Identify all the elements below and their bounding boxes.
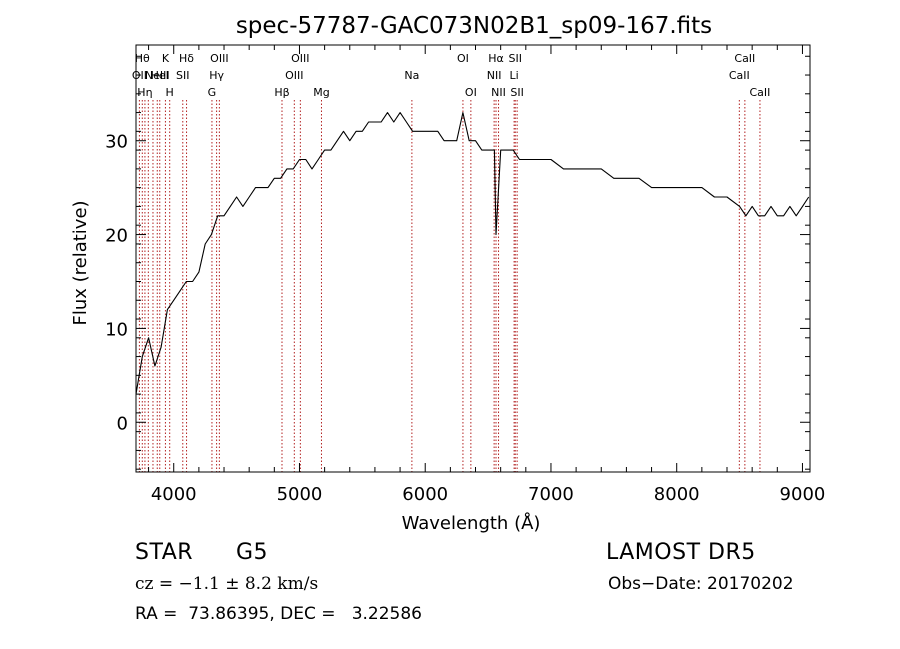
- line-label-22: Hα: [488, 52, 504, 65]
- coordinates: RA = 73.86395, DEC = 3.22586: [135, 604, 422, 624]
- x-tick-label-2: 6000: [402, 484, 448, 505]
- line-label-14: Hβ: [274, 86, 289, 99]
- spectral-line-markers: [138, 100, 761, 472]
- line-label-29: CaII: [749, 86, 770, 99]
- spectrum-line: [135, 112, 810, 395]
- object-subclass: G5: [236, 540, 269, 565]
- spectral-line-labels: OIIHθHηNeIIIHeIKHSIIHδGHγOIIIHβOIIIOIIIM…: [132, 52, 771, 99]
- plot-frame: [135, 44, 811, 473]
- y-axis-label: Flux (relative): [70, 200, 91, 325]
- x-axis: 4000 5000 6000 7000 8000 9000: [148, 45, 826, 505]
- line-label-18: Na: [404, 69, 419, 82]
- object-class: STAR: [135, 540, 194, 565]
- line-label-10: Hδ: [179, 52, 194, 65]
- line-label-17: Mg: [313, 86, 329, 99]
- y-tick-label-3: 30: [105, 132, 128, 153]
- y-tick-label-0: 0: [117, 413, 128, 434]
- x-tick-label-5: 9000: [780, 484, 826, 505]
- x-tick-label-4: 8000: [654, 484, 700, 505]
- line-label-6: HeI: [151, 69, 169, 82]
- x-tick-label-1: 5000: [277, 484, 323, 505]
- line-label-28: CaII: [734, 52, 755, 65]
- x-tick-label-0: 4000: [151, 484, 197, 505]
- line-label-5: NeIII: [145, 69, 170, 82]
- line-label-19: OI: [457, 52, 469, 65]
- y-axis: 0 10 20 30: [105, 55, 810, 470]
- chart-title: spec-57787-GAC073N02B1_sp09-167.fits: [236, 13, 712, 39]
- line-label-26: SII: [510, 86, 523, 99]
- line-label-15: OIII: [285, 69, 303, 82]
- line-label-20: OI: [465, 86, 477, 99]
- line-label-9: SII: [176, 69, 189, 82]
- redshift-velocity: cz = −1.1 ± 8.2 km/s: [135, 574, 319, 594]
- line-label-24: Li: [510, 69, 519, 82]
- y-tick-label-2: 20: [105, 226, 128, 247]
- line-label-21: NII: [487, 69, 502, 82]
- line-label-7: K: [162, 52, 170, 65]
- line-label-16: OIII: [291, 52, 309, 65]
- line-label-27: CaII: [729, 69, 750, 82]
- x-tick-label-3: 7000: [528, 484, 574, 505]
- x-axis-label: Wavelength (Å): [402, 512, 541, 534]
- line-label-8: H: [166, 86, 174, 99]
- line-label-12: Hγ: [209, 69, 224, 82]
- line-label-25: SII: [509, 52, 522, 65]
- observation-date: Obs−Date: 20170202: [608, 574, 794, 594]
- y-tick-label-1: 10: [105, 319, 128, 340]
- line-label-13: OIII: [210, 52, 228, 65]
- line-label-11: G: [208, 86, 217, 99]
- line-label-2: Hη: [137, 86, 152, 99]
- line-label-23: NII: [491, 86, 506, 99]
- survey-name: LAMOST DR5: [606, 540, 756, 565]
- line-label-1: Hθ: [135, 52, 150, 65]
